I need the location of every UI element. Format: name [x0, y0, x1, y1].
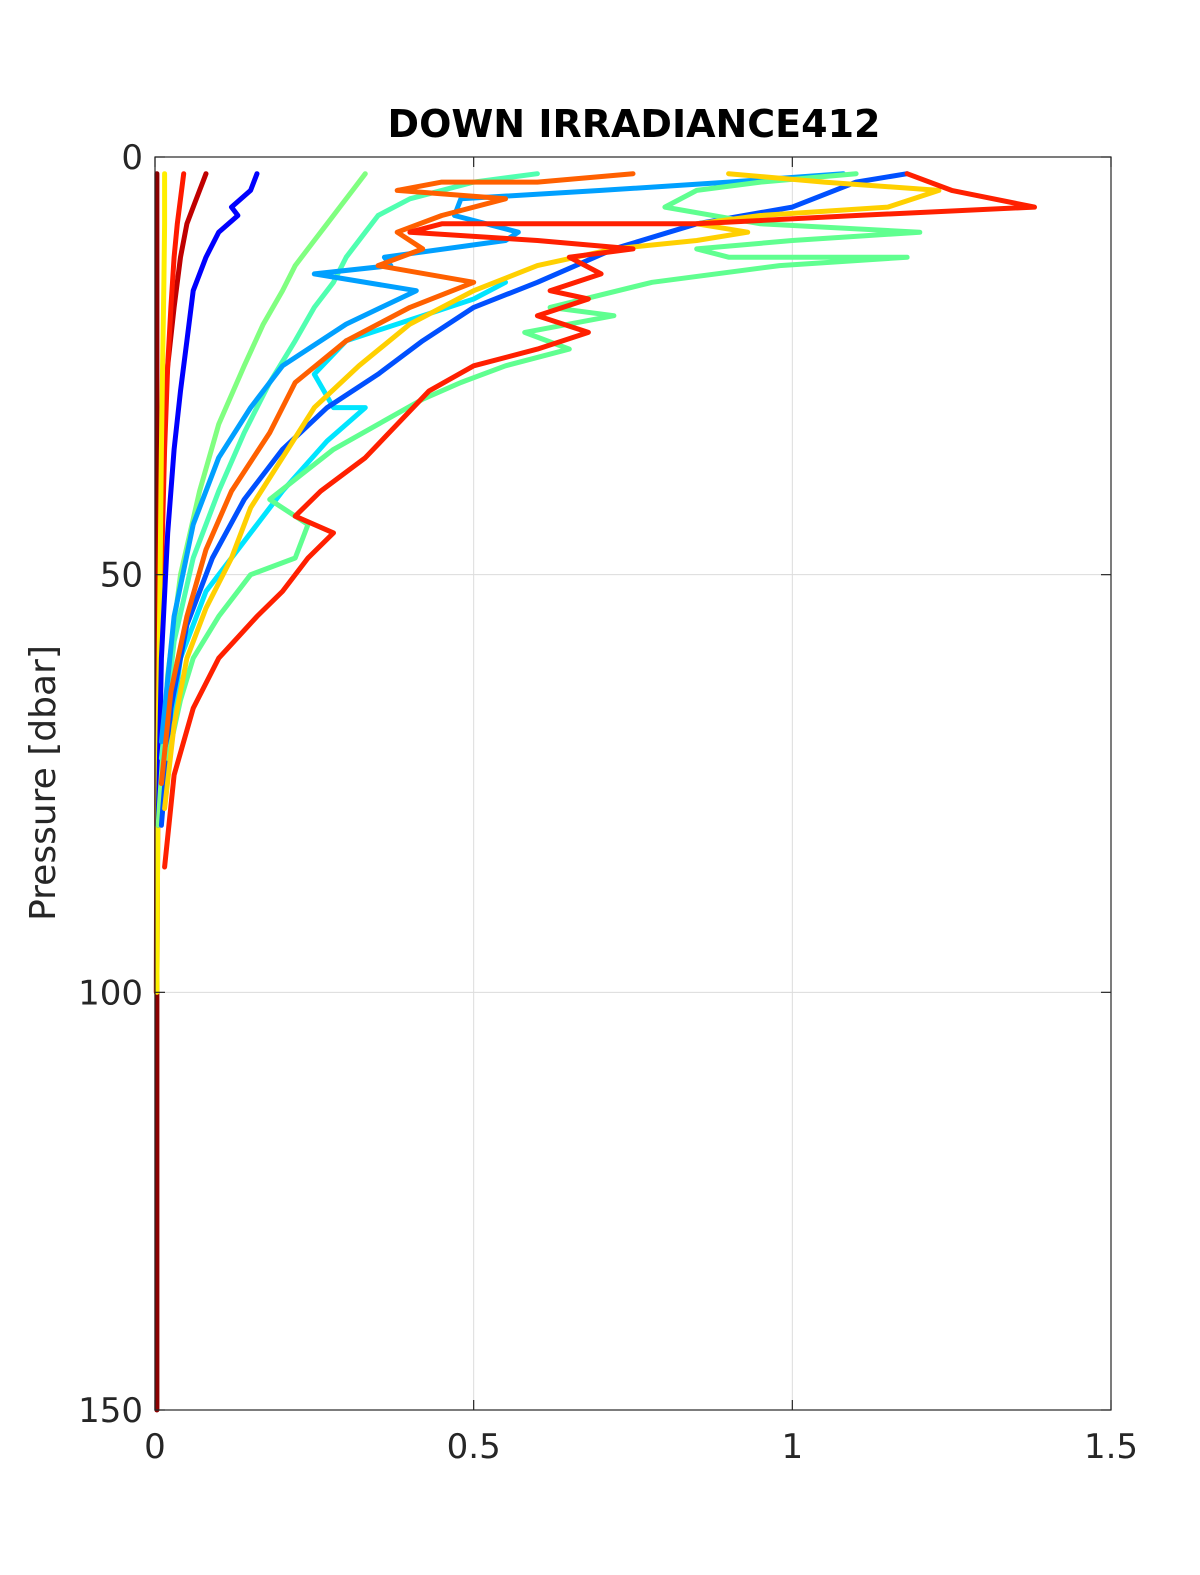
axis-ticks	[154, 156, 1112, 1411]
x-tick-label: 1	[782, 1427, 804, 1467]
profile-line-12	[162, 171, 942, 812]
x-tick-label: 0	[144, 1427, 166, 1467]
plot-area	[153, 171, 1037, 1413]
y-tick-labels: 0 50 100 150	[78, 138, 143, 1431]
profile-line-14	[162, 171, 1037, 870]
profile-line-11	[165, 171, 923, 761]
x-tick-label: 0.5	[447, 1427, 501, 1467]
y-tick-label: 0	[121, 138, 143, 178]
y-tick-label: 50	[100, 556, 143, 596]
grid-lines	[155, 157, 1111, 1410]
axes-frame	[154, 156, 1112, 1411]
profile-line-5	[155, 171, 260, 828]
y-tick-label: 150	[78, 1391, 143, 1431]
profile-line-13	[158, 171, 636, 786]
chart-title: DOWN IRRADIANCE412	[388, 102, 881, 146]
x-tick-label: 1.5	[1084, 1427, 1138, 1467]
y-tick-label: 100	[78, 973, 143, 1013]
x-tick-labels: 0 0.5 1 1.5	[144, 1427, 1138, 1467]
profile-line-7	[158, 171, 540, 761]
y-axis-label: Pressure [dbar]	[23, 645, 64, 921]
